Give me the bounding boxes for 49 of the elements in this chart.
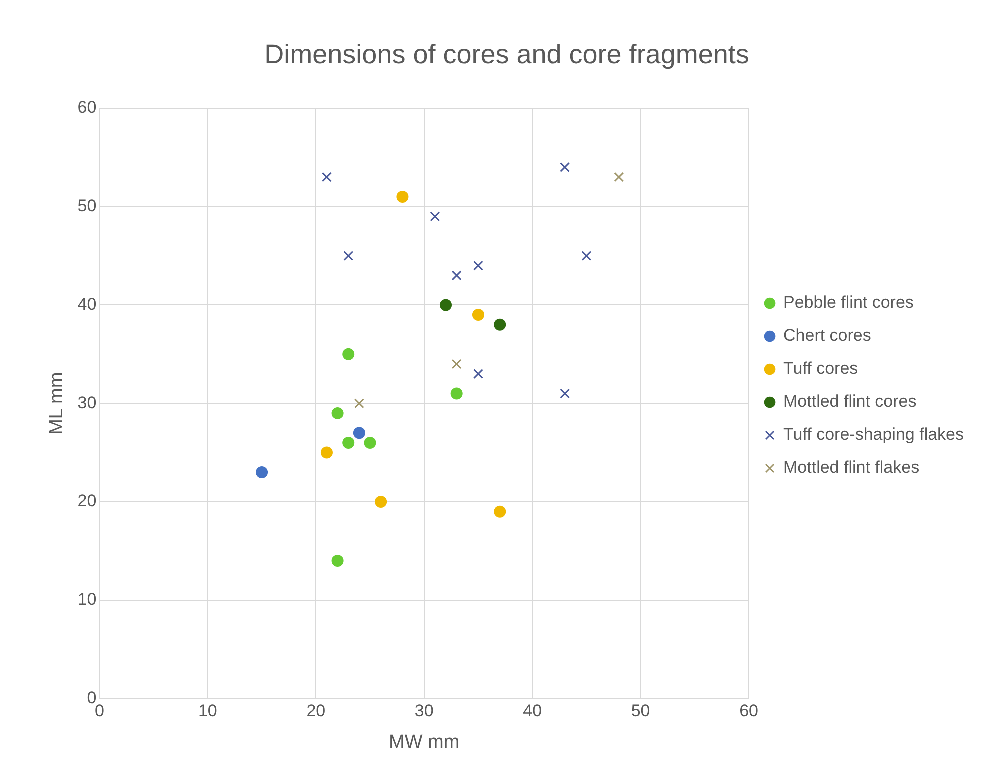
y-tick-label: 30 — [78, 393, 97, 412]
point — [494, 318, 506, 331]
point — [494, 506, 506, 518]
y-tick-label: 10 — [78, 590, 97, 610]
legend-label: Mottled flint cores — [784, 392, 917, 412]
y-tick-label: 50 — [78, 196, 97, 216]
chart-title: Dimensions of cores and core fragments — [264, 40, 750, 70]
legend-label: Tuff cores — [784, 359, 858, 378]
point — [430, 212, 440, 222]
point — [342, 436, 355, 449]
point — [452, 270, 462, 281]
point — [560, 388, 570, 399]
point — [440, 299, 452, 312]
point — [473, 369, 484, 380]
point — [364, 436, 376, 449]
point — [560, 162, 570, 172]
y-tick-label: 20 — [78, 492, 97, 511]
point — [472, 309, 484, 322]
point — [450, 388, 463, 400]
point — [256, 466, 268, 478]
x-tick-label: 40 — [523, 702, 542, 721]
point — [614, 172, 624, 182]
y-tick-label: 40 — [78, 294, 97, 314]
x-tick-label: 10 — [198, 702, 218, 721]
point — [332, 555, 344, 568]
y-tick-label: 0 — [87, 688, 97, 708]
x-tick-label: 30 — [414, 702, 434, 721]
point — [353, 427, 366, 440]
point — [320, 446, 333, 459]
point — [354, 398, 364, 409]
point — [452, 359, 462, 370]
point — [344, 251, 354, 261]
legend-label: Tuff core-shaping flakes — [784, 425, 964, 444]
legend-label: Pebble flint cores — [784, 293, 914, 312]
point — [375, 496, 388, 508]
legend-label: Mottled flint flakes — [784, 458, 920, 478]
y-tick-label: 60 — [78, 98, 97, 118]
x-tick-label: 20 — [306, 702, 326, 721]
point — [322, 172, 332, 182]
point — [582, 251, 592, 261]
x-axis-title: MW mm — [389, 732, 460, 753]
point — [332, 407, 344, 420]
y-axis-title: ML mm — [46, 372, 68, 435]
point — [342, 348, 355, 360]
point — [396, 190, 409, 203]
x-tick-label: 50 — [631, 702, 650, 721]
point — [473, 260, 484, 271]
legend-label: Chert cores — [784, 326, 872, 346]
x-tick-label: 60 — [740, 702, 758, 721]
